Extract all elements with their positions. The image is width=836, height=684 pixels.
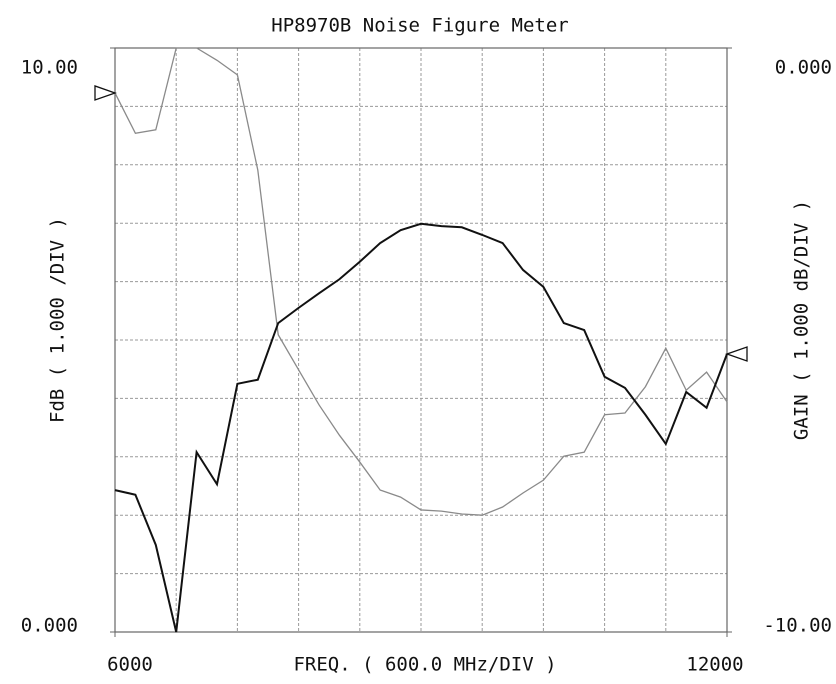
y2-axis-label: GAIN ( 1.000 dB/DIV ) — [791, 200, 813, 440]
y-tick-label: 10.00 — [21, 57, 78, 79]
chart-title: HP8970B Noise Figure Meter — [271, 15, 568, 37]
series-line — [114, 47, 728, 516]
y2-tick-label: 0.000 — [775, 57, 832, 79]
reference-marker — [725, 346, 748, 362]
series-line — [114, 222, 728, 633]
x-axis-label: FREQ. ( 600.0 MHz/DIV ) — [293, 654, 556, 676]
y2-tick-label: -10.00 — [763, 615, 832, 637]
y-axis-label: FdB ( 1.000 /DIV ) — [47, 217, 69, 423]
reference-marker — [94, 85, 117, 101]
x-tick-label: 12000 — [686, 654, 743, 676]
plot-frame — [114, 47, 728, 633]
y-tick-label: 0.000 — [21, 615, 78, 637]
x-tick-label: 6000 — [107, 654, 153, 676]
